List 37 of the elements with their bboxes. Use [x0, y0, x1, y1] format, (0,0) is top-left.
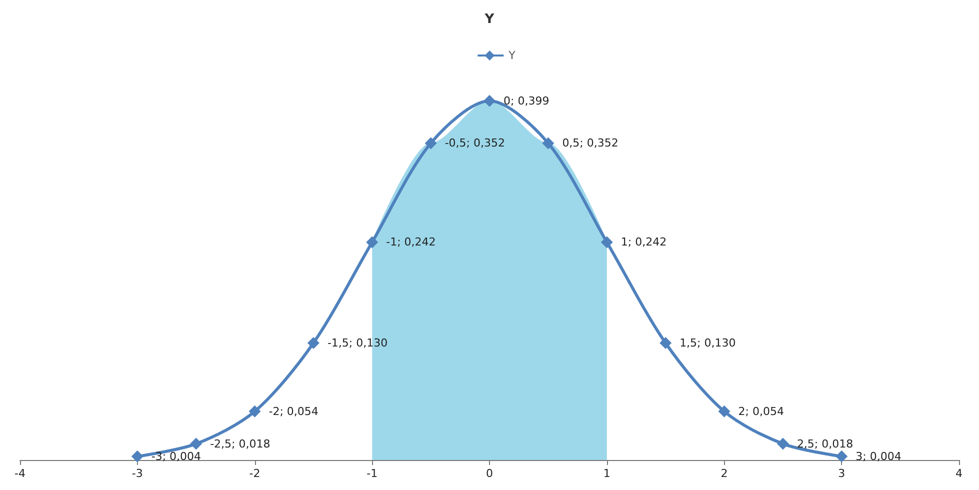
chart-title: Y — [484, 12, 495, 27]
x-tick-label: -2 — [249, 467, 260, 480]
x-tick-label: 4 — [956, 467, 962, 480]
point — [190, 438, 202, 450]
data-label: -1,5; 0,130 — [327, 336, 388, 350]
x-tick-label: -3 — [132, 467, 143, 480]
data-label: 0,5; 0,352 — [562, 136, 618, 150]
data-label: -3; 0,004 — [151, 450, 202, 463]
x-tick-label: -1 — [366, 467, 378, 480]
point — [424, 137, 437, 150]
x-tick-label: 0 — [486, 467, 493, 480]
data-label: -1; 0,242 — [386, 236, 436, 249]
data-label: -2; 0,054 — [268, 404, 318, 418]
point — [248, 405, 261, 418]
data-label: 0; 0,399 — [504, 94, 550, 108]
data-label: 3; 0,004 — [856, 450, 902, 463]
legend-label: Y — [508, 49, 516, 62]
data-label: -0,5; 0,352 — [444, 136, 505, 150]
data-label: -2,5; 0,018 — [210, 437, 270, 450]
x-tick-label: 2 — [720, 467, 728, 480]
data-label: 1,5; 0,130 — [680, 336, 736, 350]
x-tick-label: 3 — [838, 467, 846, 480]
point — [718, 405, 730, 418]
point — [600, 236, 613, 248]
point — [836, 450, 848, 462]
point — [131, 450, 144, 462]
x-tick-label: 1 — [603, 467, 610, 480]
point — [776, 438, 789, 450]
data-label: 1; 0,242 — [620, 236, 667, 249]
point — [660, 337, 672, 349]
point — [366, 236, 378, 248]
data-label: 2,5; 0,018 — [796, 437, 854, 450]
data-label: 2; 0,054 — [738, 404, 784, 418]
point — [307, 337, 320, 349]
point — [484, 94, 496, 107]
x-tick-label: -4 — [14, 467, 26, 480]
point — [542, 137, 554, 150]
